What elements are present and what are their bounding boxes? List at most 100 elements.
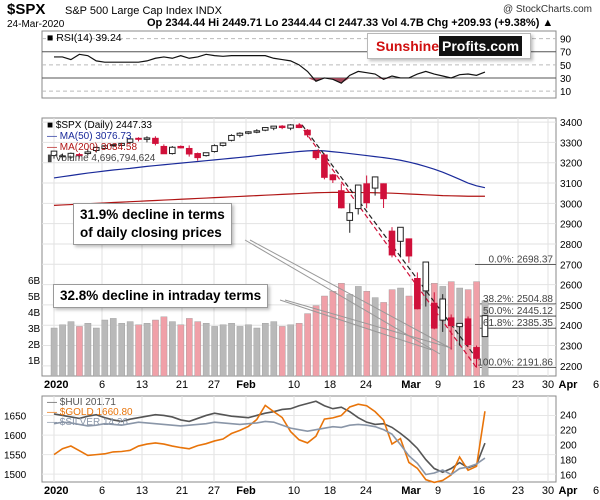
volume-bar — [101, 319, 109, 377]
volume-bar — [278, 326, 286, 377]
price-y-tick-label: 2400 — [560, 321, 583, 332]
volume-bar — [346, 294, 354, 377]
candle-body — [338, 190, 345, 209]
volume-bar — [355, 286, 362, 377]
candle-body — [194, 153, 201, 159]
candle-body — [169, 146, 176, 155]
metals-x-tick-label: 2020 — [44, 485, 68, 497]
volume-bar — [388, 289, 396, 377]
candle-body — [253, 130, 261, 133]
volume-bar — [143, 323, 151, 377]
ma200-line — [53, 191, 485, 206]
price-y-tick-label: 3000 — [560, 199, 583, 210]
volume-bar — [194, 321, 202, 377]
candle-body — [211, 145, 218, 153]
ma50-line — [53, 149, 486, 189]
price-x-tick-label: 18 — [324, 379, 336, 391]
candle-body — [447, 317, 455, 327]
metals-right-y-tick-label: 160 — [560, 471, 577, 482]
ma200-legend: — MA(200) 3034.58 — [47, 142, 137, 153]
candle-body — [76, 154, 83, 157]
annotation-intraday-leader-2 — [284, 299, 449, 348]
candle-body — [312, 150, 320, 159]
price-y-tick-label: 2500 — [560, 301, 583, 312]
candle-body — [236, 132, 244, 136]
price-y-tick-label: 2300 — [560, 342, 583, 353]
brand-part-1: Sunshine — [375, 38, 439, 54]
candle-body — [481, 315, 489, 338]
candle-body — [473, 347, 480, 359]
candle-body — [92, 146, 100, 152]
candle-body — [245, 131, 252, 134]
volume-bar — [473, 281, 480, 377]
price-x-tick-label: 6 — [99, 379, 105, 391]
price-y-tick-label: 3100 — [560, 179, 583, 190]
price-x-tick-label: Apr — [559, 379, 579, 391]
candle-body — [405, 238, 413, 257]
candle-body — [354, 184, 362, 210]
volume-y-tick-label: 1B — [28, 356, 41, 367]
volume-bar — [177, 324, 185, 377]
candle-body — [228, 134, 235, 141]
price-x-tick-label: 21 — [176, 379, 188, 391]
candle-body — [464, 318, 472, 346]
candle-body — [177, 145, 185, 149]
candle-body — [261, 127, 269, 131]
candle-body — [346, 212, 354, 221]
candle-body — [202, 152, 210, 157]
price-x-tick-label: 10 — [288, 379, 300, 391]
price-x-tick-label: 30 — [542, 379, 554, 391]
candle-body — [287, 124, 294, 129]
candle-body — [397, 226, 404, 242]
volume-y-tick-label: 2B — [28, 340, 41, 351]
volume-bar — [152, 319, 159, 377]
volume-bar — [126, 321, 134, 377]
metals-right-y-tick-label: 240 — [560, 411, 577, 422]
candle-body — [422, 261, 430, 292]
volume-bar — [211, 326, 218, 377]
volume-bar — [295, 323, 303, 377]
metals-x-tick-label: 21 — [176, 485, 188, 497]
price-x-tick-label: 6 — [593, 379, 599, 391]
volume-bar — [338, 283, 345, 377]
metals-x-tick-label: Feb — [236, 485, 256, 497]
volume-bar — [84, 323, 92, 377]
candle-body — [219, 142, 227, 146]
copyright: @ StockCharts.com — [502, 4, 592, 15]
annotation-intraday-decline: 32.8% decline in intraday terms — [53, 284, 269, 308]
volume-bar — [93, 327, 100, 377]
volume-bar — [118, 323, 125, 377]
candle-body — [439, 298, 446, 321]
volume-y-tick-label: 5B — [28, 292, 41, 303]
candle-body — [152, 137, 159, 144]
volume-bar — [312, 305, 320, 377]
candle-body — [295, 124, 303, 129]
price-y-tick-label: 3400 — [560, 118, 583, 129]
candle-body — [59, 155, 66, 158]
volume-bar — [270, 321, 278, 377]
hui-line — [53, 400, 486, 474]
silver-line — [53, 420, 486, 476]
volume-bar — [76, 326, 83, 377]
metals-x-tick-label: 13 — [136, 485, 148, 497]
metals-x-tick-label: 27 — [208, 485, 220, 497]
volume-bar — [245, 324, 252, 377]
volume-bar — [262, 323, 269, 377]
price-y-tick-label: 2900 — [560, 220, 583, 231]
metals-left-y-tick-label: 1550 — [4, 451, 27, 462]
candle-body — [414, 277, 421, 310]
metals-right-y-tick-label: 220 — [560, 426, 577, 437]
candle-body — [456, 322, 463, 328]
price-y-tick-label: 2200 — [560, 362, 583, 373]
candle-body — [101, 145, 109, 149]
candle-body — [185, 147, 193, 155]
metals-x-tick-label: 10 — [288, 485, 300, 497]
price-x-tick-label: 27 — [208, 379, 220, 391]
candle-body — [329, 174, 337, 181]
candle-body — [160, 145, 168, 155]
volume-bar — [371, 297, 379, 377]
candle-body — [371, 176, 379, 189]
candle-body — [430, 302, 438, 329]
annotation-intraday-leader — [279, 299, 433, 351]
metals-left-y-tick-label: 1500 — [4, 470, 27, 481]
